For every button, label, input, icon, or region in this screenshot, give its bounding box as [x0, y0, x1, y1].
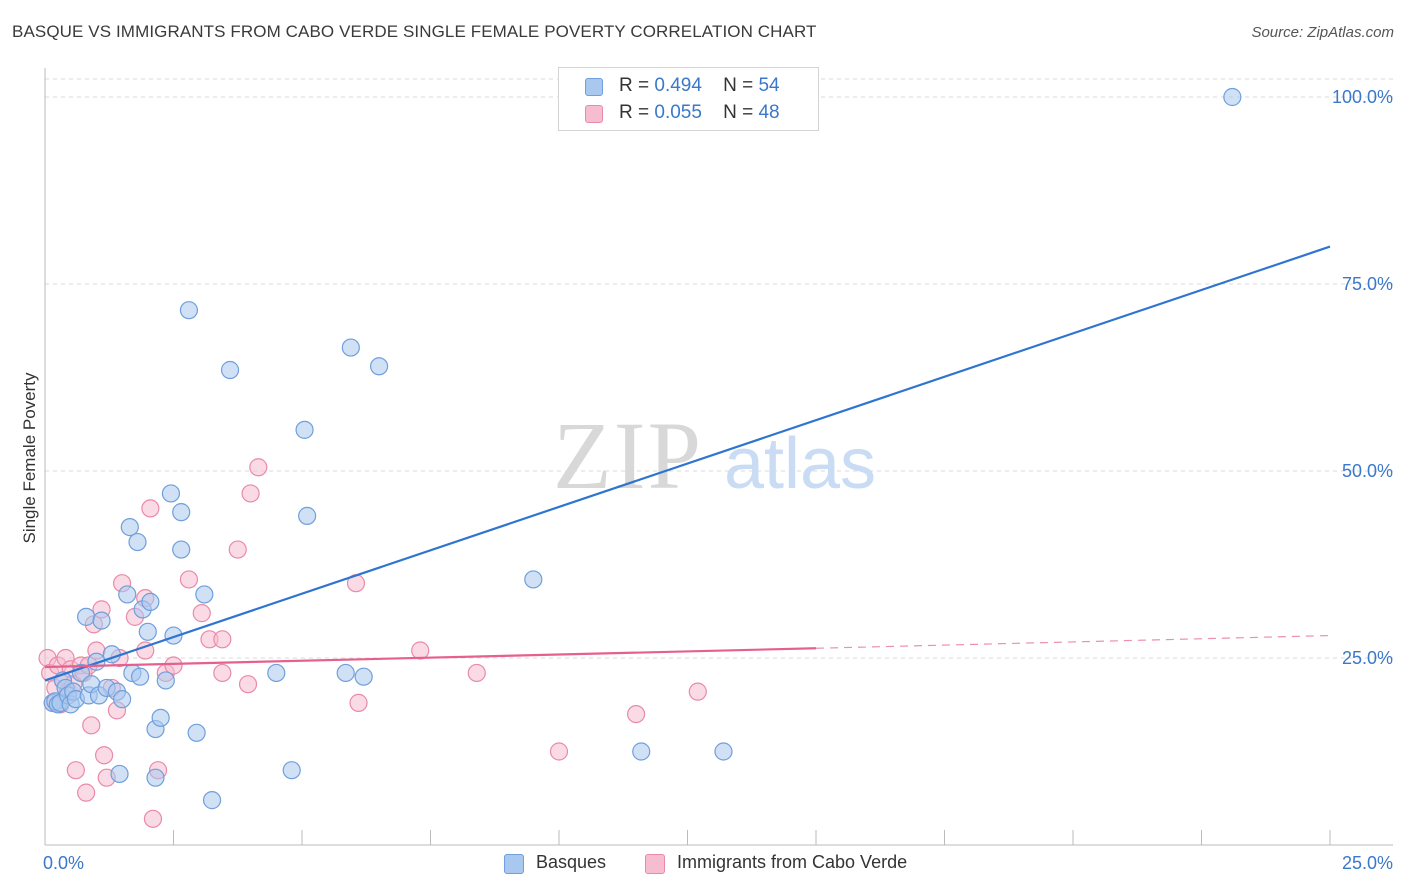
- data-point-basques: [128, 532, 147, 552]
- data-point-cabo-verde: [411, 641, 430, 660]
- data-point-basques: [524, 570, 543, 589]
- data-point-basques: [187, 723, 206, 742]
- data-point-basques: [341, 338, 360, 357]
- data-point-cabo-verde: [467, 663, 486, 683]
- data-point-basques: [714, 742, 733, 761]
- data-point-basques: [195, 585, 214, 604]
- watermark-zip: ZIP: [553, 402, 703, 509]
- legend-n-label: N =: [723, 102, 754, 123]
- data-point-cabo-verde: [349, 693, 368, 712]
- data-point-basques: [220, 360, 240, 380]
- series-cabo-verde-points: [38, 458, 707, 828]
- data-point-cabo-verde: [626, 704, 646, 724]
- y-axis-label: Single Female Poverty: [20, 372, 39, 544]
- data-point-basques: [138, 622, 157, 641]
- y-tick-label: 100.0%: [1332, 87, 1393, 107]
- data-point-basques: [354, 667, 373, 686]
- data-point-cabo-verde: [238, 675, 258, 694]
- data-point-basques: [267, 663, 286, 683]
- data-point-cabo-verde: [143, 809, 163, 828]
- x-tick-label: 25.0%: [1342, 853, 1393, 873]
- y-tick-label: 25.0%: [1342, 648, 1393, 668]
- data-point-cabo-verde: [228, 540, 247, 559]
- legend-swatch-cabo-verde: [585, 105, 603, 123]
- bottom-legend-swatch-basques: [504, 854, 524, 874]
- gridlines: [45, 78, 1395, 659]
- data-point-basques: [110, 764, 129, 784]
- data-point-basques: [336, 663, 355, 683]
- data-point-cabo-verde: [688, 682, 707, 701]
- tick-labels: 25.0% 50.0% 75.0% 100.0% 0.0% 25.0%: [43, 87, 1393, 873]
- trend-line-basques: [44, 245, 1331, 682]
- data-point-basques: [370, 357, 389, 376]
- data-point-basques: [141, 592, 160, 612]
- data-point-cabo-verde: [77, 783, 96, 802]
- data-point-basques: [161, 484, 181, 503]
- data-point-cabo-verde: [66, 761, 85, 780]
- bottom-legend-label-cabo-verde: Immigrants from Cabo Verde: [677, 852, 908, 872]
- x-tick-label: 0.0%: [43, 853, 84, 873]
- y-tick-label: 50.0%: [1342, 461, 1393, 481]
- watermark: ZIP atlas: [553, 402, 876, 509]
- data-point-cabo-verde: [141, 499, 160, 518]
- data-point-basques: [632, 742, 651, 761]
- data-point-basques: [112, 690, 132, 709]
- bottom-legend-label-basques: Basques: [536, 852, 607, 872]
- data-point-cabo-verde: [82, 716, 101, 735]
- data-point-basques: [120, 517, 139, 537]
- data-point-basques: [77, 607, 96, 626]
- data-point-basques: [295, 420, 314, 439]
- source-label: Source: ZipAtlas.com: [1251, 24, 1394, 41]
- data-point-basques: [164, 626, 183, 645]
- data-point-cabo-verde: [249, 458, 268, 477]
- series-basques-points: [43, 87, 1242, 810]
- data-point-cabo-verde: [95, 746, 114, 765]
- axes: [44, 68, 1393, 846]
- data-point-basques: [172, 503, 191, 522]
- trend-line-cabo-verde: [44, 647, 817, 669]
- data-point-basques: [282, 761, 301, 780]
- trend-line-cabo-verde-extension: [815, 634, 1331, 649]
- legend-box: R = 0.494 N = 54 R = 0.055 N = 48: [558, 67, 819, 131]
- data-point-basques: [151, 708, 170, 727]
- legend-r-label: R =: [619, 75, 650, 96]
- data-point-basques: [179, 301, 199, 320]
- chart-title: BASQUE VS IMMIGRANTS FROM CABO VERDE SIN…: [12, 22, 817, 41]
- data-point-basques: [130, 667, 150, 686]
- legend-r-value: 0.494: [654, 75, 702, 96]
- legend-r-label: R =: [619, 102, 650, 123]
- data-point-basques: [92, 611, 111, 630]
- data-point-basques: [156, 671, 175, 690]
- legend-n-label: N =: [723, 75, 754, 96]
- y-tick-label: 75.0%: [1342, 274, 1393, 294]
- watermark-atlas: atlas: [724, 424, 876, 504]
- data-point-basques: [202, 791, 222, 810]
- data-point-cabo-verde: [213, 663, 232, 683]
- data-point-cabo-verde: [213, 630, 232, 649]
- data-point-cabo-verde: [549, 742, 569, 761]
- data-point-basques: [1223, 87, 1242, 107]
- bottom-legend-swatch-cabo-verde: [645, 854, 665, 874]
- data-point-basques: [146, 768, 165, 787]
- data-point-cabo-verde: [192, 604, 211, 623]
- legend-r-value: 0.055: [654, 102, 702, 123]
- data-point-cabo-verde: [241, 484, 260, 503]
- data-point-basques: [172, 540, 191, 559]
- legend-swatch-basques: [585, 78, 603, 96]
- data-point-cabo-verde: [179, 570, 199, 589]
- data-point-basques: [118, 585, 137, 604]
- legend-n-value: 54: [758, 75, 780, 96]
- trend-lines: [44, 245, 1331, 682]
- data-point-cabo-verde: [164, 656, 183, 675]
- legend-n-value: 48: [758, 102, 780, 123]
- data-point-basques: [298, 506, 317, 525]
